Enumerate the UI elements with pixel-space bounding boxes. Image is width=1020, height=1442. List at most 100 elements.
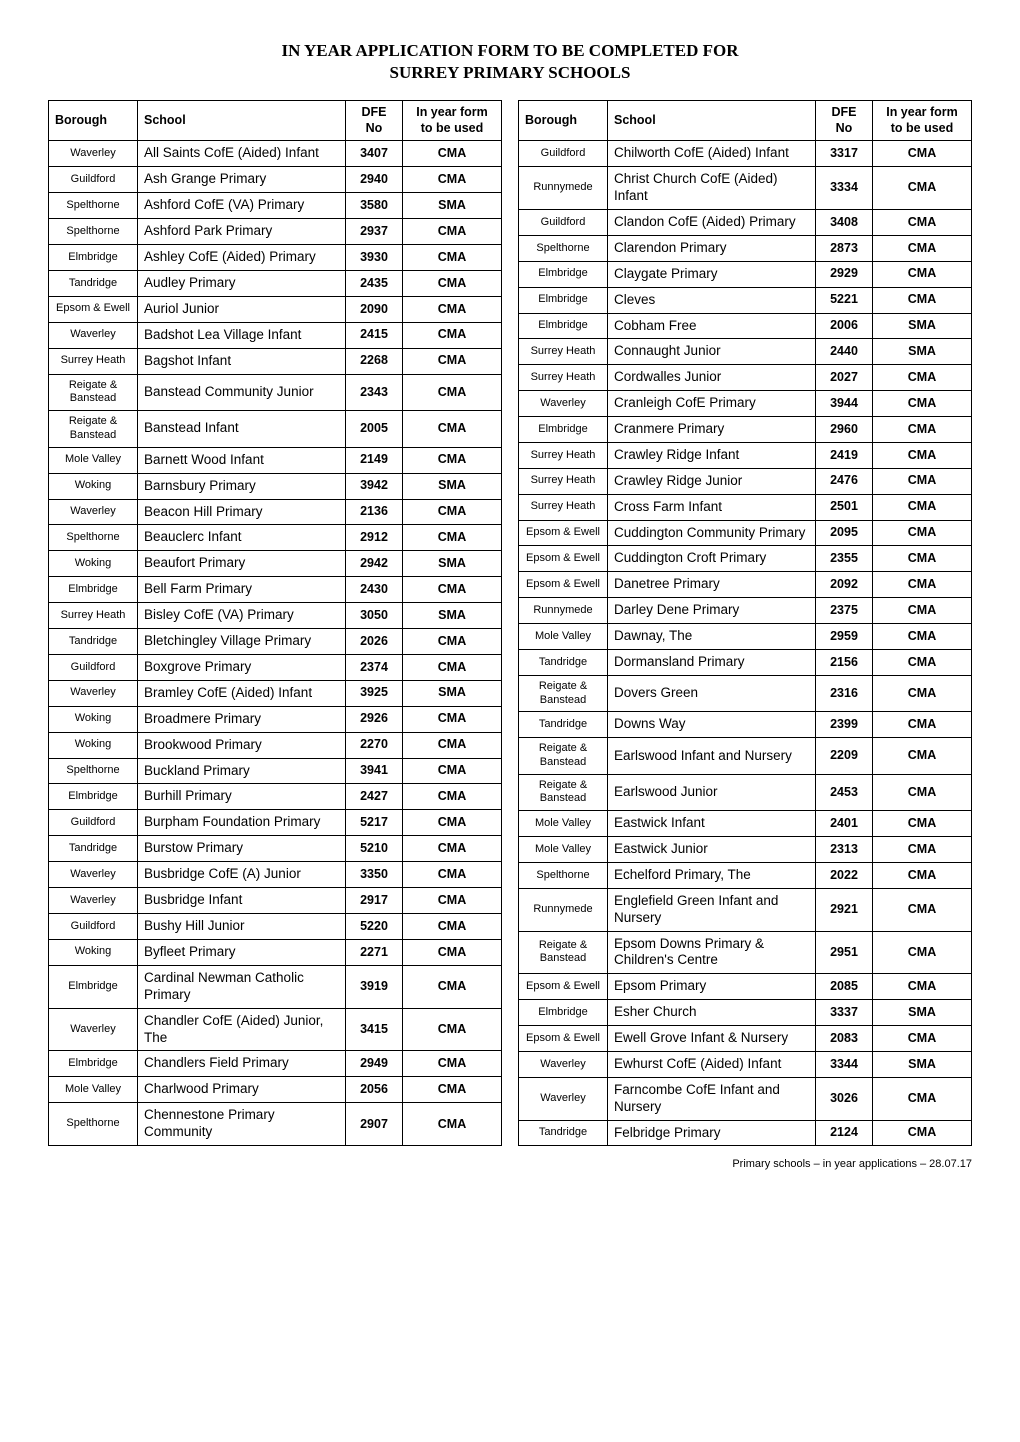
cell-borough: Elmbridge	[49, 965, 138, 1008]
table-row: Reigate & BansteadEarlswood Junior2453CM…	[519, 774, 972, 811]
cell-dfe: 2095	[816, 520, 873, 546]
cell-form: CMA	[403, 836, 502, 862]
cell-school: Esher Church	[608, 1000, 816, 1026]
cell-dfe: 3944	[816, 391, 873, 417]
cell-school: Bletchingley Village Primary	[138, 629, 346, 655]
cell-borough: Surrey Heath	[519, 339, 608, 365]
table-row: TandridgeDormansland Primary2156CMA	[519, 649, 972, 675]
cell-form: CMA	[873, 365, 972, 391]
cell-school: Busbridge CofE (A) Junior	[138, 862, 346, 888]
table-row: RunnymedeChrist Church CofE (Aided) Infa…	[519, 167, 972, 210]
table-row: Epsom & EwellEpsom Primary2085CMA	[519, 974, 972, 1000]
cell-form: SMA	[403, 680, 502, 706]
cell-school: Cordwalles Junior	[608, 365, 816, 391]
cell-school: Auriol Junior	[138, 296, 346, 322]
cell-dfe: 2136	[346, 499, 403, 525]
cell-form: CMA	[403, 219, 502, 245]
cell-dfe: 2005	[346, 411, 403, 448]
cell-dfe: 2951	[816, 931, 873, 974]
col-form: In year form to be used	[873, 101, 972, 141]
cell-dfe: 2090	[346, 296, 403, 322]
cell-dfe: 2440	[816, 339, 873, 365]
table-row: Surrey HeathBisley CofE (VA) Primary3050…	[49, 603, 502, 629]
cell-dfe: 2022	[816, 862, 873, 888]
cell-school: Cranleigh CofE Primary	[608, 391, 816, 417]
cell-form: CMA	[873, 141, 972, 167]
cell-school: Ewell Grove Infant & Nursery	[608, 1026, 816, 1052]
cell-form: CMA	[873, 572, 972, 598]
table-row: ElmbridgeCleves5221CMA	[519, 287, 972, 313]
cell-borough: Runnymede	[519, 888, 608, 931]
table-row: ElmbridgeEsher Church3337SMA	[519, 1000, 972, 1026]
cell-form: CMA	[873, 391, 972, 417]
table-row: TandridgeBurstow Primary5210CMA	[49, 836, 502, 862]
cell-borough: Waverley	[49, 1008, 138, 1051]
cell-form: SMA	[403, 551, 502, 577]
cell-dfe: 2399	[816, 712, 873, 738]
table-row: WaverleyAll Saints CofE (Aided) Infant34…	[49, 141, 502, 167]
cell-borough: Surrey Heath	[49, 603, 138, 629]
table-row: ElmbridgeCranmere Primary2960CMA	[519, 417, 972, 443]
cell-school: Broadmere Primary	[138, 706, 346, 732]
cell-borough: Reigate & Banstead	[49, 374, 138, 411]
cell-borough: Spelthorne	[519, 862, 608, 888]
cell-school: Earlswood Junior	[608, 774, 816, 811]
page-title: IN YEAR APPLICATION FORM TO BE COMPLETED…	[48, 40, 972, 84]
table-row: WaverleyBusbridge CofE (A) Junior3350CMA	[49, 862, 502, 888]
cell-dfe: 5217	[346, 810, 403, 836]
cell-school: Dormansland Primary	[608, 649, 816, 675]
cell-school: Cranmere Primary	[608, 417, 816, 443]
cell-form: CMA	[873, 738, 972, 775]
cell-school: Burhill Primary	[138, 784, 346, 810]
cell-dfe: 3930	[346, 245, 403, 271]
cell-school: Chennestone Primary Community	[138, 1103, 346, 1146]
cell-borough: Surrey Heath	[519, 442, 608, 468]
table-row: Surrey HeathBagshot Infant2268CMA	[49, 348, 502, 374]
cell-dfe: 5221	[816, 287, 873, 313]
cell-school: Barnsbury Primary	[138, 473, 346, 499]
table-row: ElmbridgeCardinal Newman Catholic Primar…	[49, 965, 502, 1008]
cell-borough: Runnymede	[519, 598, 608, 624]
table-row: WokingBrookwood Primary2270CMA	[49, 732, 502, 758]
cell-school: Burpham Foundation Primary	[138, 810, 346, 836]
table-row: SpelthorneAshford CofE (VA) Primary3580S…	[49, 193, 502, 219]
cell-school: Barnett Wood Infant	[138, 447, 346, 473]
cell-borough: Waverley	[49, 680, 138, 706]
cell-borough: Waverley	[49, 862, 138, 888]
cell-school: Cobham Free	[608, 313, 816, 339]
cell-form: CMA	[403, 706, 502, 732]
cell-dfe: 2427	[346, 784, 403, 810]
cell-dfe: 2026	[346, 629, 403, 655]
cell-dfe: 3925	[346, 680, 403, 706]
cell-borough: Elmbridge	[519, 313, 608, 339]
cell-borough: Elmbridge	[49, 245, 138, 271]
cell-borough: Tandridge	[49, 836, 138, 862]
cell-form: CMA	[873, 442, 972, 468]
cell-school: Banstead Infant	[138, 411, 346, 448]
cell-form: CMA	[873, 974, 972, 1000]
table-row: Epsom & EwellDanetree Primary2092CMA	[519, 572, 972, 598]
cell-dfe: 2006	[816, 313, 873, 339]
cell-borough: Spelthorne	[49, 219, 138, 245]
cell-school: Downs Way	[608, 712, 816, 738]
cell-borough: Mole Valley	[519, 811, 608, 837]
cell-borough: Elmbridge	[49, 784, 138, 810]
cell-borough: Waverley	[519, 1051, 608, 1077]
cell-borough: Elmbridge	[49, 1051, 138, 1077]
cell-form: CMA	[403, 1077, 502, 1103]
table-header-row: Borough School DFE No In year form to be…	[49, 101, 502, 141]
cell-dfe: 2270	[346, 732, 403, 758]
cell-school: Chandlers Field Primary	[138, 1051, 346, 1077]
cell-form: SMA	[873, 1051, 972, 1077]
table-row: SpelthorneClarendon Primary2873CMA	[519, 235, 972, 261]
col-school: School	[608, 101, 816, 141]
cell-school: Claygate Primary	[608, 261, 816, 287]
cell-school: Bisley CofE (VA) Primary	[138, 603, 346, 629]
cell-borough: Woking	[49, 551, 138, 577]
cell-borough: Elmbridge	[519, 1000, 608, 1026]
cell-school: Chandler CofE (Aided) Junior, The	[138, 1008, 346, 1051]
cell-form: CMA	[873, 837, 972, 863]
cell-borough: Runnymede	[519, 167, 608, 210]
cell-borough: Waverley	[49, 888, 138, 914]
table-row: WaverleyFarncombe CofE Infant and Nurser…	[519, 1077, 972, 1120]
